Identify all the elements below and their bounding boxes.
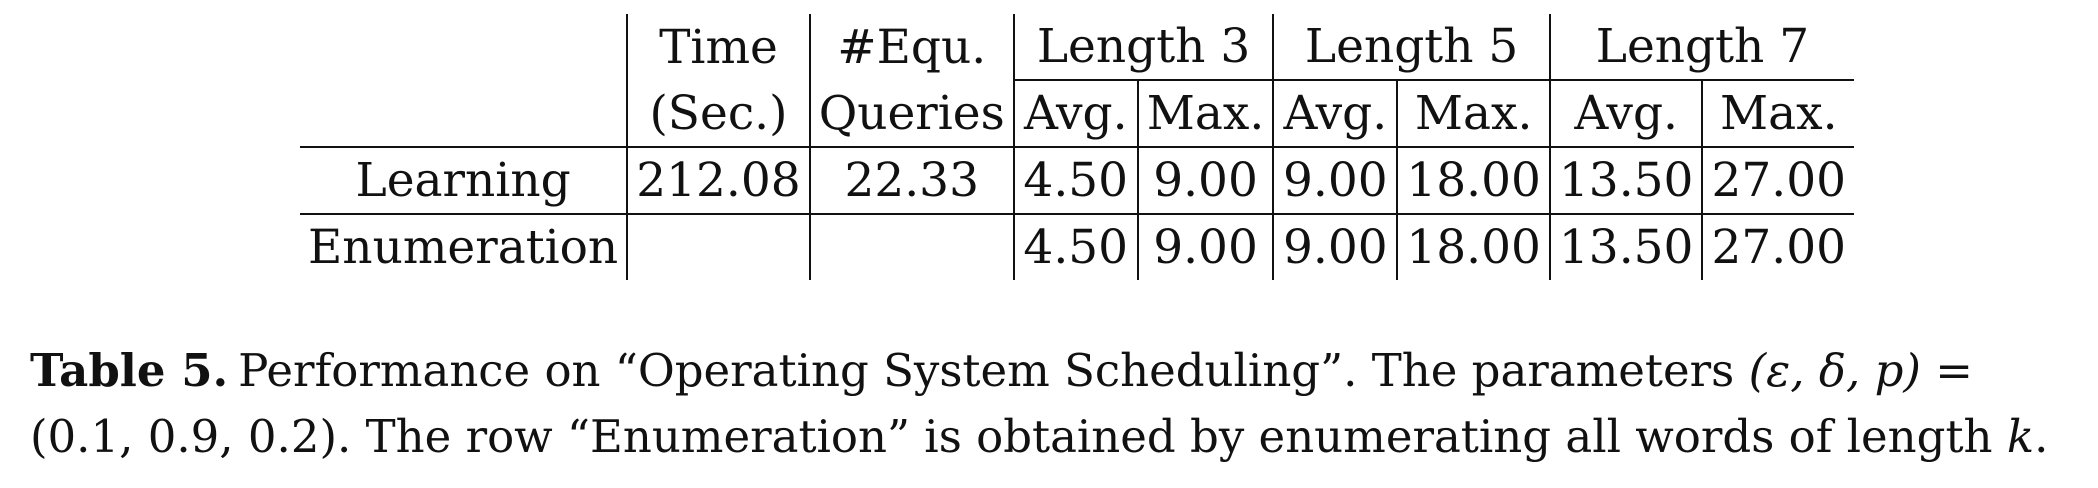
table-row: Learning 212.08 22.33 4.50 9.00 9.00 18.… bbox=[300, 147, 1855, 215]
header-equ-unit: Queries bbox=[808, 80, 1014, 148]
header-row-1: Time #Equ. Length 3 Length 5 Length 7 bbox=[300, 14, 1855, 81]
header-len7-max: Max. bbox=[1701, 80, 1855, 148]
header-time-unit: (Sec.) bbox=[626, 80, 810, 148]
caption-text-3: . bbox=[2034, 410, 2049, 463]
header-length-7: Length 7 bbox=[1548, 14, 1855, 81]
table-row: Enumeration 4.50 9.00 9.00 18.00 13.50 2… bbox=[300, 214, 1855, 280]
header-len3-avg: Avg. bbox=[1012, 80, 1138, 148]
row-label: Learning bbox=[300, 147, 628, 215]
cell-len5-max: 18.00 bbox=[1396, 147, 1550, 215]
header-length-5: Length 5 bbox=[1272, 14, 1550, 81]
header-len5-max: Max. bbox=[1396, 80, 1550, 148]
cell-len3-max: 9.00 bbox=[1136, 147, 1274, 215]
table-caption: Table 5. Performance on “Operating System… bbox=[30, 338, 2070, 470]
cell-len5-avg: 9.00 bbox=[1272, 214, 1398, 280]
cell-len3-max: 9.00 bbox=[1136, 214, 1274, 280]
caption-k-math: k bbox=[2006, 410, 2035, 463]
header-row-2: (Sec.) Queries Avg. Max. Avg. Max. Avg. … bbox=[300, 80, 1855, 148]
cell-time bbox=[626, 214, 810, 280]
header-len3-max: Max. bbox=[1136, 80, 1274, 148]
header-empty-cell-2 bbox=[300, 80, 628, 148]
caption-params-math: (ε, δ, p) bbox=[1748, 344, 1921, 397]
caption-text-2: = (0.1, 0.9, 0.2). The row “Enumeration”… bbox=[30, 344, 2007, 463]
cell-len7-avg: 13.50 bbox=[1548, 214, 1703, 280]
cell-len7-avg: 13.50 bbox=[1548, 147, 1703, 215]
cell-len7-max: 27.00 bbox=[1701, 214, 1855, 280]
cell-equ bbox=[808, 214, 1014, 280]
cell-equ: 22.33 bbox=[808, 147, 1014, 215]
cell-len5-max: 18.00 bbox=[1396, 214, 1550, 280]
cell-time: 212.08 bbox=[626, 147, 810, 215]
caption-text-1: Performance on “Operating System Schedul… bbox=[238, 344, 1749, 397]
row-label: Enumeration bbox=[308, 220, 619, 275]
cell-len3-avg: 4.50 bbox=[1012, 214, 1138, 280]
results-table: Time #Equ. Length 3 Length 5 Length 7 (S… bbox=[300, 14, 1855, 280]
results-table-container: Time #Equ. Length 3 Length 5 Length 7 (S… bbox=[300, 14, 1855, 280]
header-len7-avg: Avg. bbox=[1548, 80, 1703, 148]
header-len5-avg: Avg. bbox=[1272, 80, 1398, 148]
header-equ: #Equ. bbox=[808, 14, 1014, 80]
header-length-3: Length 3 bbox=[1012, 14, 1274, 81]
cell-len5-avg: 9.00 bbox=[1272, 147, 1398, 215]
cell-len7-max: 27.00 bbox=[1701, 147, 1855, 215]
header-time: Time bbox=[626, 14, 810, 80]
cell-len3-avg: 4.50 bbox=[1012, 147, 1138, 215]
caption-label: Table 5. bbox=[30, 344, 229, 397]
header-empty-cell bbox=[300, 14, 627, 80]
